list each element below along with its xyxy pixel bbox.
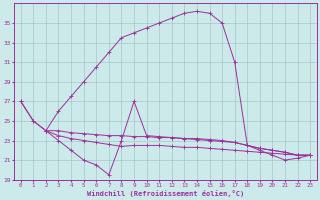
X-axis label: Windchill (Refroidissement éolien,°C): Windchill (Refroidissement éolien,°C) bbox=[87, 190, 244, 197]
